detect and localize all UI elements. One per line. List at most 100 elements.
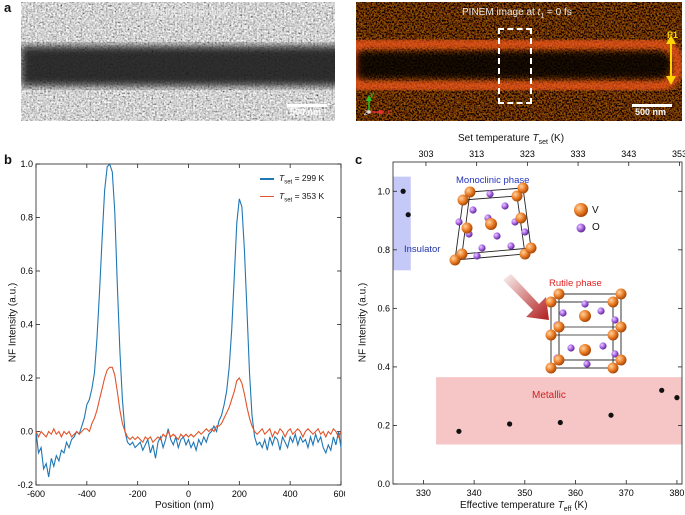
bright-field-image-svg bbox=[21, 2, 335, 121]
pinem-image bbox=[356, 2, 682, 121]
p1-label: P1 bbox=[667, 30, 679, 40]
xlabel-prefix: Effective temperature bbox=[460, 500, 558, 511]
chart-b: -600 -400 -200 0 200 400 600 -0.2 0.0 0.2 0.4 0.6 0.… bbox=[17, 159, 345, 499]
legend-v-label: V bbox=[592, 205, 599, 216]
x-tick-label: 0 bbox=[186, 489, 191, 499]
top-xlabel-sub: set bbox=[538, 139, 548, 146]
y-tick-label: 0.6 bbox=[377, 303, 390, 313]
data-point-4 bbox=[557, 419, 563, 426]
pinem-caption-prefix: PINEM image at bbox=[462, 7, 538, 18]
xlabel-suffix: (K) bbox=[571, 500, 588, 511]
region-0 bbox=[393, 176, 411, 271]
pinem-caption-var: t bbox=[537, 7, 541, 18]
top-x-tick-label: 323 bbox=[520, 149, 535, 159]
top-xlabel-suffix: (K) bbox=[547, 133, 565, 144]
chart-c: 330 340 350 360 370 380 303 313 323 333 343 353 0.0 0… bbox=[377, 149, 685, 498]
rutile-label: Rutile phase bbox=[549, 278, 602, 289]
legend-item-353: Tset = 353 K bbox=[260, 190, 324, 208]
panel-c-label: c bbox=[355, 152, 363, 167]
x-tick-label: 350 bbox=[517, 488, 532, 498]
y-tick-label: 1.0 bbox=[377, 186, 390, 196]
pinem-image-svg bbox=[356, 2, 682, 121]
data-point-5 bbox=[608, 412, 614, 418]
top-x-tick-label: 303 bbox=[418, 149, 433, 159]
legend-299-var: T bbox=[279, 173, 285, 183]
chart-c-frame bbox=[392, 161, 683, 485]
region-1 bbox=[436, 377, 682, 445]
x-tick-label: 370 bbox=[619, 488, 634, 498]
scalebar-left bbox=[287, 104, 327, 107]
y-tick-label: 0.8 bbox=[20, 213, 33, 223]
x-tick-label: -400 bbox=[78, 489, 96, 499]
transition-arrow-icon bbox=[503, 274, 549, 320]
x-tick-label: 200 bbox=[232, 489, 247, 499]
o-atom-icon bbox=[576, 223, 586, 233]
p1-double-arrow-icon bbox=[666, 35, 676, 85]
axes-triad-icon bbox=[366, 95, 385, 115]
legend-353-var: T bbox=[279, 190, 285, 201]
legend-swatch-blue bbox=[260, 178, 274, 180]
insulator-label: Insulator bbox=[404, 244, 441, 255]
x-tick-label: 380 bbox=[669, 488, 684, 498]
x-tick-label: 600 bbox=[333, 489, 345, 499]
top-x-tick-label: 343 bbox=[621, 149, 636, 159]
top-x-tick-label: 313 bbox=[469, 149, 484, 159]
x-tick-label: 340 bbox=[467, 488, 482, 498]
pinem-caption: PINEM image at t1 = 0 fs bbox=[462, 7, 572, 20]
chart-c-top-xlabel: Set temperature Tset (K) bbox=[458, 133, 564, 146]
y-tick-label: -0.2 bbox=[17, 480, 33, 490]
axis-z-label: z bbox=[364, 108, 368, 117]
monoclinic-cell-icon bbox=[449, 182, 537, 266]
selection-dashed-box bbox=[498, 28, 532, 104]
y-tick-label: 0.8 bbox=[377, 245, 390, 255]
bright-field-image bbox=[21, 2, 335, 121]
panel-a-label: a bbox=[4, 0, 12, 15]
series-line-0 bbox=[35, 162, 342, 478]
top-x-tick-label: 353 bbox=[672, 149, 685, 159]
data-point-6 bbox=[659, 387, 665, 393]
monoclinic-label: Monoclinic phase bbox=[456, 175, 530, 186]
legend-353-sub: set bbox=[284, 197, 293, 204]
data-point-2 bbox=[456, 428, 462, 434]
v-atom-icon bbox=[574, 203, 588, 217]
legend-299-sub: set bbox=[284, 179, 293, 186]
data-point-3 bbox=[507, 421, 513, 427]
scalebar-right bbox=[632, 104, 672, 107]
x-tick-label: -200 bbox=[129, 489, 147, 499]
y-tick-label: 0.2 bbox=[20, 373, 33, 383]
legend-353-val: = 353 K bbox=[292, 190, 325, 201]
legend-swatch-orange bbox=[260, 195, 274, 198]
xlabel-var: T bbox=[557, 500, 564, 511]
y-tick-label: 0.2 bbox=[377, 420, 390, 430]
series-line-1 bbox=[35, 366, 342, 444]
panel-b-label: b bbox=[4, 152, 12, 167]
x-tick-label: -600 bbox=[27, 489, 45, 499]
top-xlabel-prefix: Set temperature bbox=[458, 133, 533, 144]
chart-b-legend: Tset = 299 K Tset = 353 K bbox=[260, 172, 324, 207]
y-tick-label: 0.6 bbox=[20, 266, 33, 276]
bright-field-caption: Bright-field image bbox=[150, 7, 228, 18]
rutile-cell-icon bbox=[545, 288, 627, 374]
scalebar-right-label: 500 nm bbox=[635, 107, 667, 117]
y-tick-label: 1.0 bbox=[20, 159, 33, 169]
xlabel-sub: eff bbox=[563, 506, 572, 513]
legend-o-label: O bbox=[592, 222, 600, 233]
metallic-label: Metallic bbox=[532, 390, 566, 401]
chart-b-ylabel: NF Intensity (a.u.) bbox=[7, 282, 19, 363]
x-tick-label: 360 bbox=[568, 488, 583, 498]
data-point-0 bbox=[400, 188, 406, 194]
y-tick-label: 0.4 bbox=[377, 362, 390, 372]
y-tick-label: 0.4 bbox=[20, 320, 33, 330]
top-xlabel-var: T bbox=[532, 133, 539, 144]
legend-item-299: Tset = 299 K bbox=[260, 172, 324, 190]
y-tick-label: 0.0 bbox=[20, 427, 33, 437]
chart-b-xlabel: Position (nm) bbox=[155, 500, 214, 511]
legend-299-val: = 299 K bbox=[292, 173, 325, 183]
top-x-tick-label: 333 bbox=[571, 149, 586, 159]
x-tick-label: 400 bbox=[283, 489, 298, 499]
scalebar-left-label: 500 nm bbox=[290, 107, 322, 117]
chart-c-xlabel: Effective temperature Teff (K) bbox=[460, 500, 588, 513]
y-tick-label: 0.0 bbox=[377, 479, 390, 489]
data-point-7 bbox=[674, 395, 680, 401]
pinem-caption-suffix: = 0 fs bbox=[544, 7, 572, 18]
